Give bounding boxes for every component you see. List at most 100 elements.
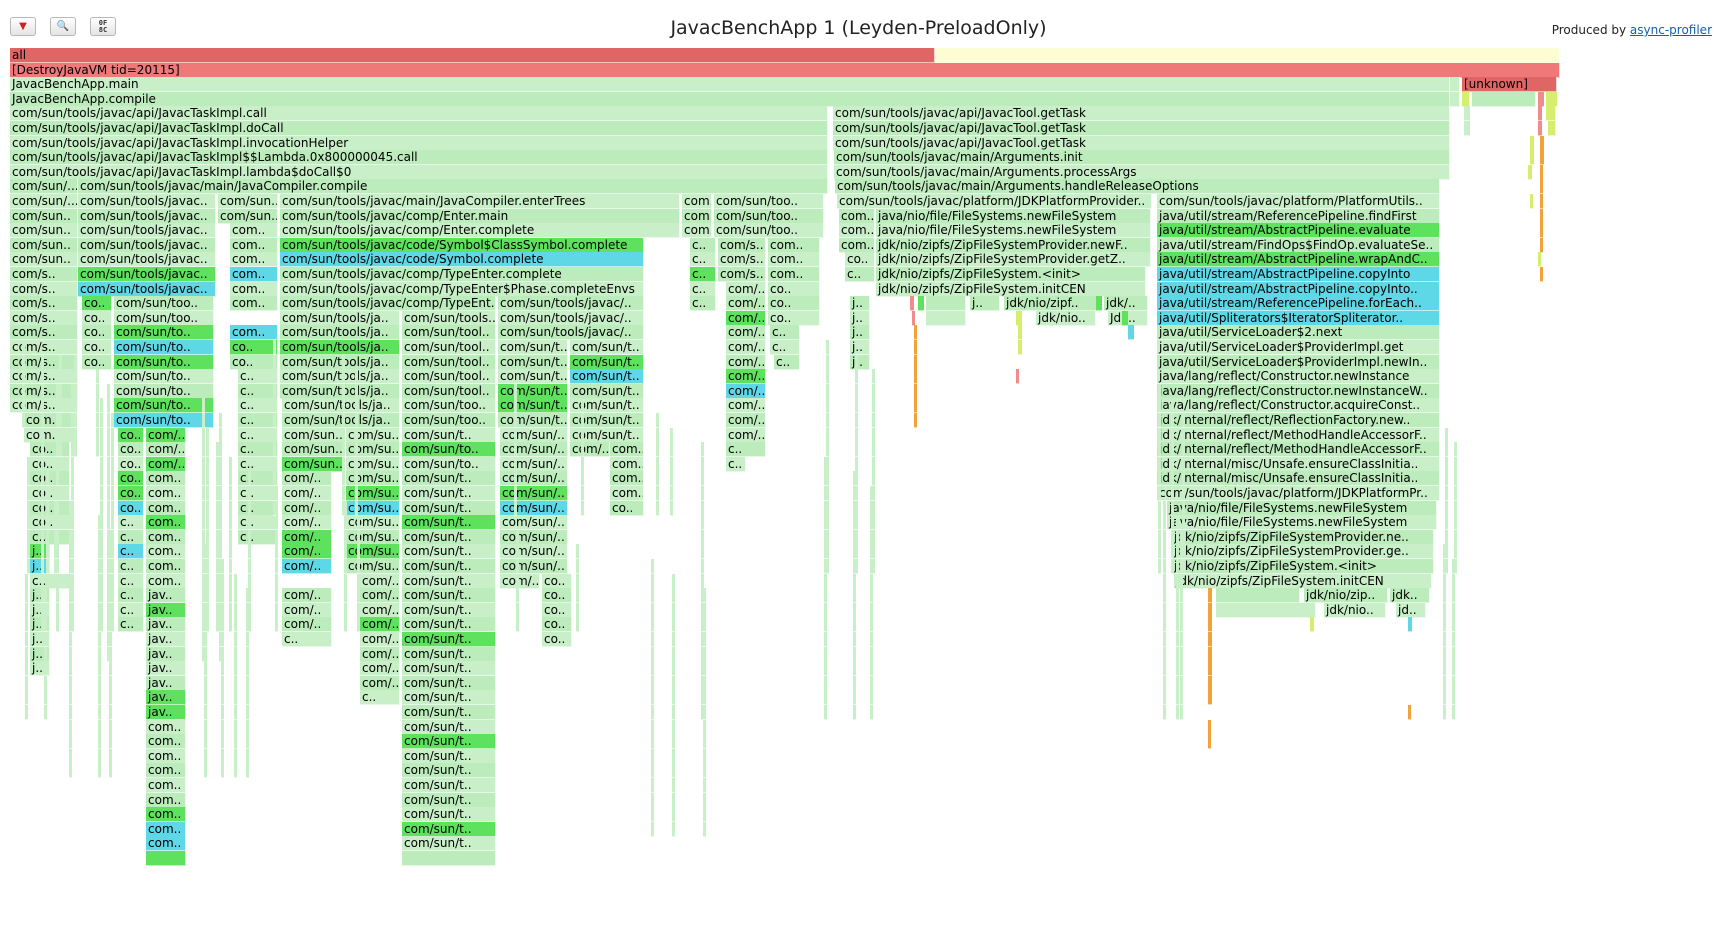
flame-frame-narrow[interactable] [69, 734, 72, 750]
flame-frame-narrow[interactable] [576, 617, 579, 633]
flame-frame[interactable]: com/sun/to.. [114, 413, 214, 428]
flame-frame[interactable]: co.. [230, 354, 278, 370]
flame-frame-narrow[interactable] [44, 690, 47, 706]
flame-frame-narrow[interactable] [69, 661, 72, 677]
flame-frame-narrow[interactable] [216, 471, 219, 487]
flame-frame-narrow[interactable] [1216, 602, 1316, 618]
flame-frame-narrow[interactable] [1122, 310, 1128, 326]
flame-frame-narrow[interactable] [703, 821, 706, 837]
flame-frame[interactable]: c.. [282, 632, 332, 647]
flame-frame-narrow[interactable] [206, 500, 209, 516]
flame-frame[interactable]: co.. [82, 296, 112, 312]
flame-frame-narrow[interactable] [221, 748, 224, 764]
flame-frame-narrow[interactable] [204, 602, 207, 618]
flame-frame[interactable]: com/sun/to.. [114, 354, 214, 370]
flame-frame-narrow[interactable] [1443, 573, 1446, 589]
flame-frame-narrow[interactable] [656, 456, 659, 472]
flame-frame[interactable]: com/sun/tools/ja.. [280, 369, 400, 385]
flame-frame-narrow[interactable] [219, 486, 222, 501]
flame-frame-narrow[interactable] [246, 690, 249, 706]
flame-frame-narrow[interactable] [59, 413, 62, 428]
flame-frame-narrow[interactable] [248, 602, 251, 618]
flame-frame-narrow[interactable] [870, 705, 873, 720]
flame-frame-narrow[interactable] [25, 588, 28, 604]
flame-frame-narrow[interactable] [1530, 135, 1534, 151]
flame-frame-narrow[interactable] [41, 427, 44, 443]
flame-frame-narrow[interactable] [109, 617, 112, 633]
flame-frame[interactable]: jav.. [146, 602, 186, 618]
flame-frame-narrow[interactable] [204, 690, 207, 706]
flame-frame-narrow[interactable] [229, 617, 232, 633]
flame-frame-narrow[interactable] [516, 588, 519, 604]
flame-frame-narrow[interactable] [234, 632, 237, 647]
flame-frame-narrow[interactable] [69, 719, 72, 735]
flame-frame-narrow[interactable] [1443, 632, 1446, 647]
flame-frame-narrow[interactable] [342, 442, 345, 458]
flame-frame[interactable]: c.. [238, 369, 278, 385]
search-button[interactable]: 🔍 [50, 17, 76, 36]
flame-frame-narrow[interactable] [100, 515, 103, 531]
flame-frame[interactable]: com/sun/tools/javac.. [78, 223, 216, 239]
flame-frame-narrow[interactable] [1171, 559, 1174, 574]
flame-frame-narrow[interactable] [46, 486, 49, 501]
flame-frame-narrow[interactable] [100, 398, 103, 414]
flame-frame[interactable]: com/s.. [10, 310, 78, 326]
flame-frame[interactable]: jav.. [146, 661, 186, 677]
flame-frame-narrow[interactable] [1452, 661, 1455, 677]
flame-frame[interactable]: java/lang/reflect/Constructor.newInstanc… [1157, 383, 1440, 399]
flame-frame-narrow[interactable] [25, 705, 28, 720]
flame-frame[interactable]: com/.. [360, 573, 400, 589]
flame-frame-narrow[interactable] [204, 588, 207, 604]
flame-frame-narrow[interactable] [229, 573, 232, 589]
flame-frame[interactable]: com/sun/t.. [402, 690, 496, 706]
flame-frame-narrow[interactable] [204, 632, 207, 647]
flame-frame-narrow[interactable] [855, 471, 858, 487]
flame-frame-narrow[interactable] [216, 559, 219, 574]
flame-frame-narrow[interactable] [1452, 632, 1455, 647]
flame-frame-narrow[interactable] [107, 500, 110, 516]
flame-frame-narrow[interactable] [824, 529, 827, 545]
flame-frame-narrow[interactable] [1452, 588, 1455, 604]
flame-frame-narrow[interactable] [273, 383, 276, 399]
flame-frame-narrow[interactable] [1208, 675, 1212, 691]
flame-frame-narrow[interactable] [1454, 456, 1457, 472]
flame-frame[interactable]: j.. [30, 559, 50, 574]
flame-frame-narrow[interactable] [826, 471, 829, 487]
flame-frame[interactable]: jav.. [146, 646, 186, 662]
flame-frame-narrow[interactable] [672, 573, 675, 589]
flame-frame[interactable]: jdk/internal/reflect/MethodHandleAccesso… [1157, 427, 1440, 443]
flame-frame-narrow[interactable] [651, 792, 654, 808]
flame-frame-narrow[interactable] [216, 529, 219, 545]
flame-frame[interactable]: java/util/stream/AbstractPipeline.evalua… [1157, 223, 1440, 239]
flame-frame[interactable]: jdk/nio/zipfs/ZipFileSystem.<init> [1172, 559, 1434, 574]
flame-frame-narrow[interactable] [221, 719, 224, 735]
flame-frame[interactable]: co.. [82, 354, 112, 370]
flame-frame[interactable]: com/sun/t.. [402, 544, 496, 560]
flame-frame[interactable]: c.. [30, 573, 70, 589]
flame-frame-narrow[interactable] [234, 573, 237, 589]
flame-frame-narrow[interactable] [576, 588, 579, 604]
flame-frame[interactable]: com/sun/.. [500, 471, 568, 487]
flame-frame[interactable]: com/sun/tools/javac/comp/TypeEnter$Phase… [280, 281, 644, 297]
flame-frame-narrow[interactable] [357, 602, 360, 618]
flame-frame[interactable]: c.. [238, 383, 278, 399]
flame-frame-narrow[interactable] [56, 515, 59, 531]
flame-frame-narrow[interactable] [234, 705, 237, 720]
flame-frame-narrow[interactable] [54, 486, 57, 501]
flame-frame[interactable]: com/su.. [346, 544, 400, 560]
flame-frame[interactable]: java/util/ServiceLoader$ProviderImpl.new… [1157, 354, 1440, 370]
flame-frame[interactable]: com/sun/.. [500, 442, 568, 458]
flame-frame-narrow[interactable] [46, 529, 49, 545]
flame-frame[interactable]: co.. [768, 296, 820, 312]
flame-frame[interactable]: com/sun/t.. [402, 836, 496, 852]
flame-frame-narrow[interactable] [581, 486, 584, 501]
flame-frame-narrow[interactable] [1530, 150, 1534, 166]
flame-frame[interactable]: com/sun/tools/javac/api/JavacTaskImpl.do… [10, 121, 828, 136]
flame-frame[interactable]: com/sun.. [218, 194, 278, 209]
flame-frame-narrow[interactable] [100, 559, 103, 574]
flame-frame-narrow[interactable] [100, 427, 103, 443]
flame-frame-narrow[interactable] [41, 515, 44, 531]
flame-frame-narrow[interactable] [514, 456, 517, 472]
flame-frame-narrow[interactable] [216, 544, 219, 560]
flame-frame-narrow[interactable] [1216, 588, 1300, 604]
